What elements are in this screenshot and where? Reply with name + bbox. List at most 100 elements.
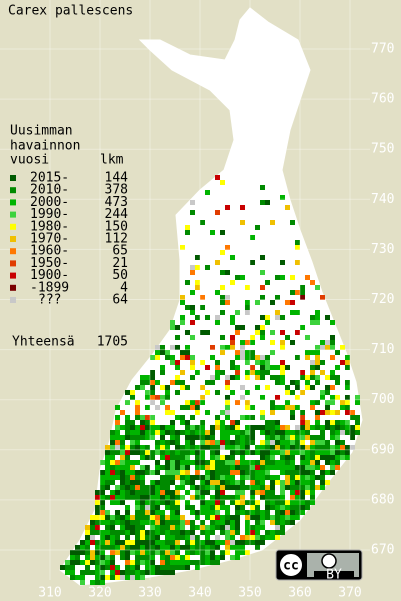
grid-square [220, 555, 225, 560]
grid-square [200, 465, 205, 470]
grid-square [100, 550, 105, 555]
license-badge: cc BY [275, 549, 363, 583]
grid-square [175, 360, 180, 365]
grid-square [320, 440, 325, 445]
grid-square [220, 295, 225, 300]
grid-square [245, 300, 250, 305]
grid-square [155, 495, 160, 500]
grid-square [150, 550, 155, 555]
grid-square [345, 355, 350, 360]
grid-square [115, 470, 120, 475]
grid-square [315, 485, 320, 490]
grid-square [130, 560, 135, 565]
grid-square [280, 510, 285, 515]
grid-square [265, 445, 270, 450]
grid-square [120, 410, 125, 415]
grid-square [235, 495, 240, 500]
grid-square [340, 405, 345, 410]
grid-square [245, 520, 250, 525]
grid-square [220, 270, 225, 275]
grid-square [185, 475, 190, 480]
grid-square [210, 540, 215, 545]
grid-square [200, 385, 205, 390]
grid-square [245, 310, 250, 315]
grid-square [285, 440, 290, 445]
grid-square [165, 385, 170, 390]
cc-icon [278, 552, 304, 578]
grid-square [235, 485, 240, 490]
grid-square [115, 435, 120, 440]
grid-square [225, 300, 230, 305]
grid-square [315, 460, 320, 465]
grid-square [195, 370, 200, 375]
grid-square [325, 410, 330, 415]
grid-square [225, 445, 230, 450]
grid-square [215, 360, 220, 365]
grid-square [315, 475, 320, 480]
grid-square [305, 460, 310, 465]
grid-square [140, 550, 145, 555]
grid-square [180, 530, 185, 535]
grid-square [200, 490, 205, 495]
grid-square [305, 465, 310, 470]
grid-square [320, 295, 325, 300]
grid-square [185, 565, 190, 570]
grid-square [65, 560, 70, 565]
grid-square [255, 540, 260, 545]
grid-square [240, 485, 245, 490]
grid-square [230, 535, 235, 540]
grid-square [205, 315, 210, 320]
grid-square [195, 535, 200, 540]
grid-square [185, 440, 190, 445]
grid-square [270, 445, 275, 450]
grid-square [130, 485, 135, 490]
grid-square [235, 525, 240, 530]
grid-square [125, 425, 130, 430]
grid-square [210, 555, 215, 560]
grid-square [155, 465, 160, 470]
grid-square [280, 405, 285, 410]
grid-square [115, 485, 120, 490]
grid-square [105, 530, 110, 535]
grid-square [265, 450, 270, 455]
grid-square [190, 510, 195, 515]
grid-square [100, 520, 105, 525]
grid-square [140, 530, 145, 535]
grid-square [265, 315, 270, 320]
by-icon [321, 553, 337, 569]
grid-square [220, 300, 225, 305]
grid-square [115, 425, 120, 430]
grid-square [290, 410, 295, 415]
grid-square [310, 445, 315, 450]
grid-square [110, 560, 115, 565]
grid-square [350, 430, 355, 435]
grid-square [245, 340, 250, 345]
grid-square [85, 535, 90, 540]
grid-square [255, 475, 260, 480]
grid-square [100, 460, 105, 465]
grid-square [120, 475, 125, 480]
grid-square [250, 500, 255, 505]
grid-square [295, 445, 300, 450]
grid-square [245, 415, 250, 420]
grid-square [270, 515, 275, 520]
grid-square [235, 425, 240, 430]
grid-square [215, 365, 220, 370]
grid-square [300, 495, 305, 500]
grid-square [105, 540, 110, 545]
grid-square [335, 465, 340, 470]
grid-square [145, 415, 150, 420]
grid-square [330, 420, 335, 425]
legend-count: 21 [112, 256, 128, 271]
grid-square [205, 535, 210, 540]
grid-square [260, 520, 265, 525]
grid-square [190, 535, 195, 540]
by-strip [314, 571, 354, 579]
grid-square [165, 525, 170, 530]
grid-square [230, 360, 235, 365]
grid-square [145, 445, 150, 450]
grid-square [90, 580, 95, 585]
grid-square [215, 485, 220, 490]
grid-square [220, 455, 225, 460]
grid-square [145, 395, 150, 400]
